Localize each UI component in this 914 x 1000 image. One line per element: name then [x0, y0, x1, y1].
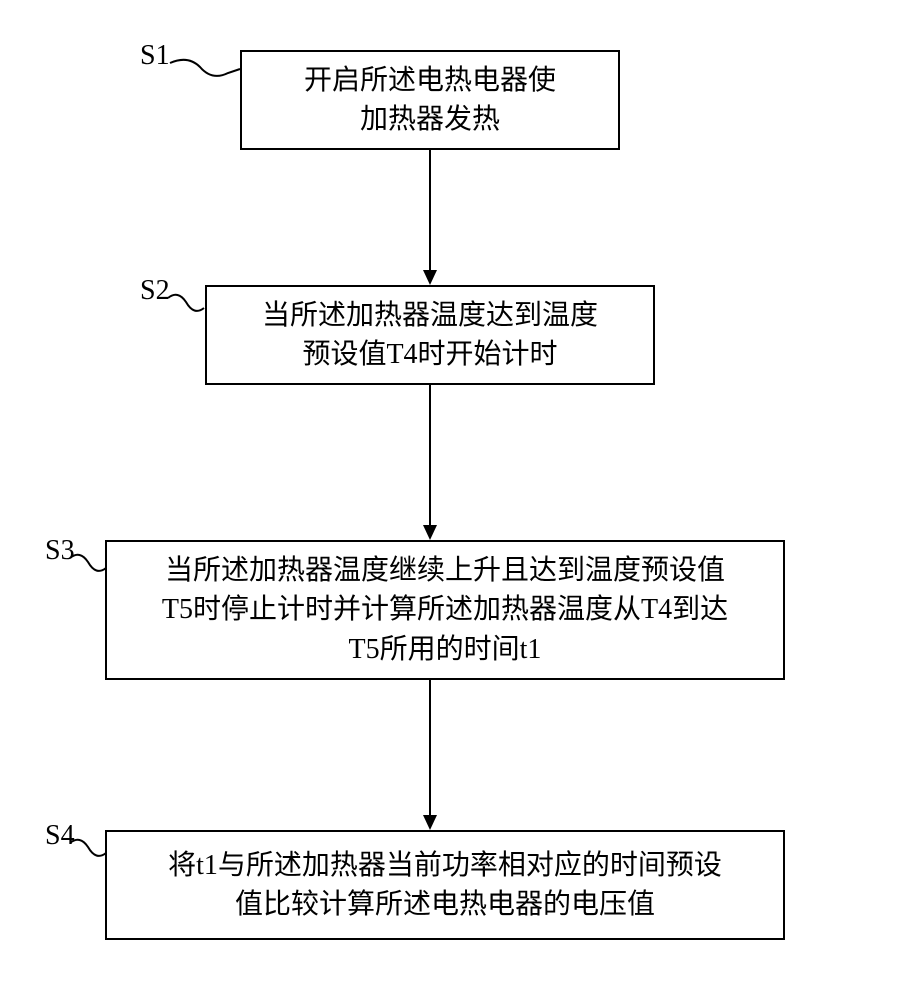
step-label-s1: S1 — [140, 40, 170, 72]
step-box-s3: 当所述加热器温度继续上升且达到温度预设值 T5时停止计时并计算所述加热器温度从T… — [105, 540, 785, 680]
arrow-s1-s2 — [420, 150, 440, 285]
step-box-s2: 当所述加热器温度达到温度 预设值T4时开始计时 — [205, 285, 655, 385]
arrow-s3-s4 — [420, 680, 440, 830]
squiggle-s2 — [168, 290, 208, 325]
step-box-s1: 开启所述电热电器使 加热器发热 — [240, 50, 620, 150]
squiggle-s1 — [170, 55, 240, 90]
step-box-s4: 将t1与所述加热器当前功率相对应的时间预设 值比较计算所述电热电器的电压值 — [105, 830, 785, 940]
step-label-s2: S2 — [140, 275, 170, 307]
flowchart-container: S1 开启所述电热电器使 加热器发热 S2 当所述加热器温度达到温度 预设值T4… — [0, 0, 914, 1000]
arrow-s2-s3 — [420, 385, 440, 540]
step-text-s1: 开启所述电热电器使 加热器发热 — [304, 61, 556, 139]
step-text-s4: 将t1与所述加热器当前功率相对应的时间预设 值比较计算所述电热电器的电压值 — [168, 846, 722, 924]
step-text-s3: 当所述加热器温度继续上升且达到温度预设值 T5时停止计时并计算所述加热器温度从T… — [162, 551, 728, 669]
squiggle-s4 — [70, 835, 110, 870]
squiggle-s3 — [70, 550, 110, 585]
step-text-s2: 当所述加热器温度达到温度 预设值T4时开始计时 — [262, 296, 598, 374]
